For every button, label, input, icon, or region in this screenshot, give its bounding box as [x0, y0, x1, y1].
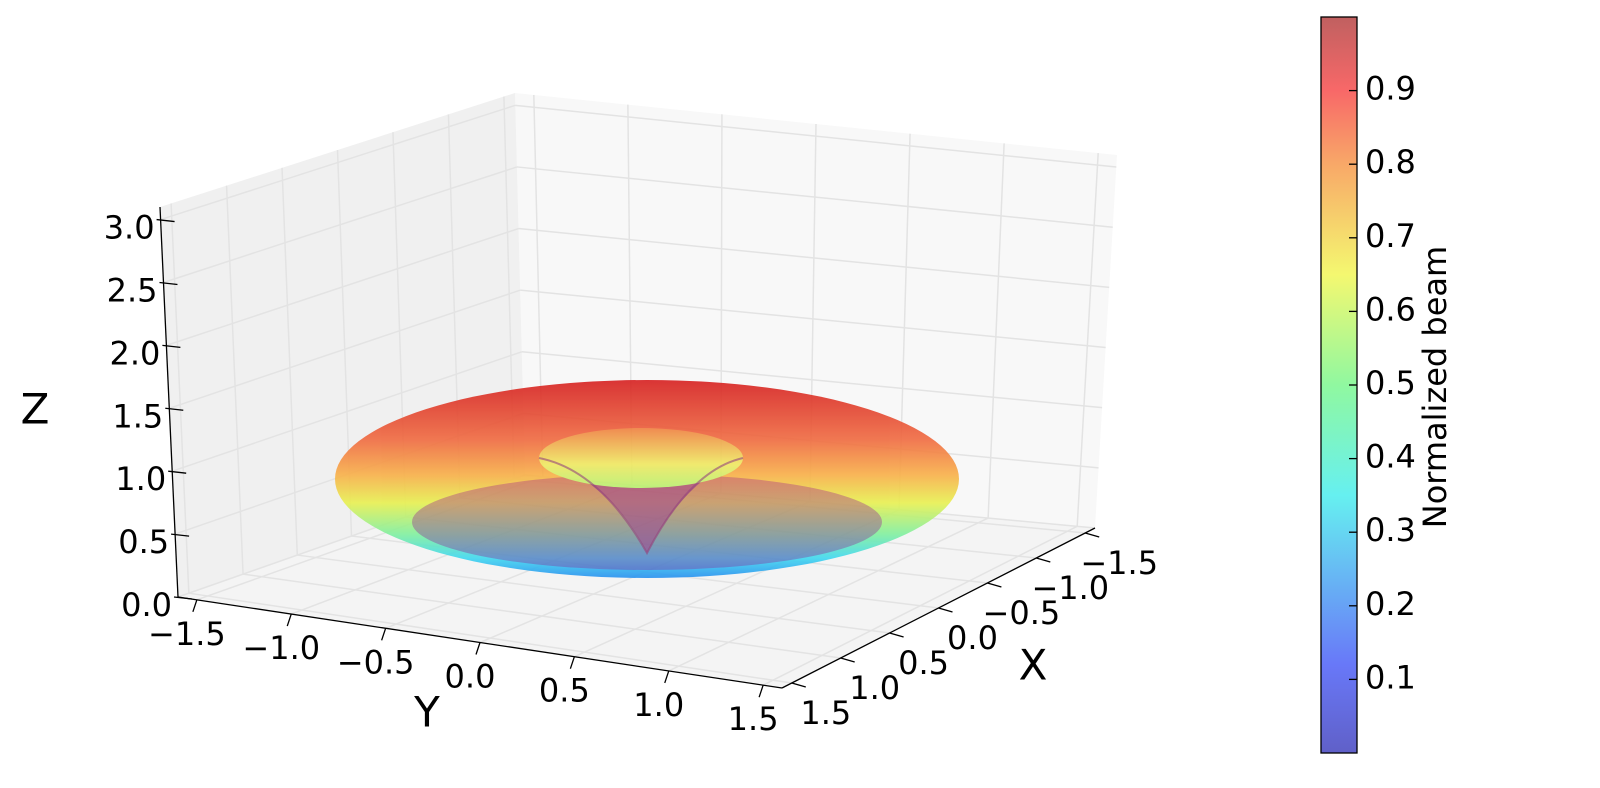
- y-tick-label: 1.0: [633, 686, 684, 724]
- x-axis-label: X: [1019, 641, 1048, 690]
- x-tick-label: −1.5: [1080, 544, 1158, 582]
- grid-line: [163, 166, 518, 284]
- x-tick-label: 0.5: [898, 644, 949, 682]
- x-tick: [1036, 557, 1051, 563]
- y-tick: [664, 670, 670, 684]
- y-tick: [286, 613, 292, 627]
- colorbar: [1320, 16, 1358, 754]
- z-axis-label: Z: [21, 385, 50, 434]
- colorbar-tick-label: 0.7: [1365, 217, 1416, 255]
- z-axis-line: [159, 206, 179, 598]
- colorbar-tick-label: 0.4: [1365, 438, 1416, 476]
- grid-line: [521, 351, 1103, 409]
- x-tick: [791, 682, 806, 688]
- x-tick: [840, 657, 855, 663]
- z-tick: [168, 470, 187, 474]
- x-tick: [987, 582, 1002, 588]
- z-tick-label: 1.0: [115, 460, 166, 498]
- y-tick-label: 0.0: [445, 658, 496, 696]
- y-tick-label: 1.5: [728, 700, 779, 738]
- x-tick-label: −1.0: [1031, 569, 1109, 607]
- colorbar-tick-label: 0.5: [1365, 364, 1416, 402]
- z-tick: [159, 281, 178, 286]
- colorbar-tick-label: 0.2: [1365, 585, 1416, 623]
- y-tick: [192, 599, 198, 613]
- grid-line: [169, 289, 521, 410]
- colorbar-label: Normalized beam: [1416, 246, 1454, 528]
- surface: [335, 380, 959, 578]
- grid-line: [762, 525, 1078, 686]
- x-tick-label: −0.5: [983, 594, 1061, 632]
- x-tick: [1085, 532, 1100, 538]
- x-tick-label: 1.5: [800, 694, 851, 732]
- z-tick-label: 3.0: [104, 209, 155, 247]
- grid-line: [160, 104, 516, 221]
- grid-line: [166, 227, 519, 347]
- torus-hole: [539, 428, 743, 488]
- z-tick: [165, 407, 184, 411]
- z-tick-label: 2.5: [107, 271, 158, 309]
- colorbar-tick-label: 0.9: [1365, 70, 1416, 108]
- z-tick: [171, 533, 190, 537]
- grid-line: [515, 104, 1117, 168]
- colorbar-tick-label: 0.1: [1365, 658, 1416, 696]
- z-tick: [156, 218, 175, 223]
- x-tick: [938, 607, 953, 613]
- grid-line: [170, 203, 190, 594]
- x-axis-line: [781, 527, 1096, 689]
- y-tick-label: 0.5: [539, 672, 590, 710]
- colorbar-tick-label: 0.3: [1365, 511, 1416, 549]
- y-tick: [475, 642, 481, 655]
- torus-cone-edge: [538, 457, 744, 556]
- grid-line: [1076, 153, 1099, 527]
- colorbar-tick-label: 0.6: [1365, 290, 1416, 328]
- x-tick: [889, 632, 904, 638]
- grid-line: [987, 143, 1005, 519]
- grid-line: [171, 351, 523, 472]
- grid-line: [225, 185, 244, 575]
- grid-line: [520, 289, 1106, 349]
- y-tick-label: −1.0: [242, 629, 320, 667]
- z-tick-label: 0.5: [118, 523, 169, 561]
- grid-line: [668, 517, 989, 672]
- z-tick-label: 2.0: [109, 334, 160, 372]
- grid-line: [516, 166, 1113, 228]
- grid-line: [281, 167, 299, 556]
- y-tick-label: −0.5: [337, 643, 415, 681]
- x-tick-label: 1.0: [849, 669, 900, 707]
- z-tick-label: 0.0: [121, 586, 172, 624]
- axes: −1.5−1.0−0.50.00.51.01.5−1.5 −1.0 −0.5 0.0 0…: [104, 206, 1158, 738]
- z-tick: [162, 344, 181, 349]
- grid-line: [518, 227, 1110, 289]
- y-tick: [569, 656, 575, 669]
- x-tick-label: 0.0: [947, 619, 998, 657]
- y-tick: [758, 684, 764, 698]
- y-axis-line: [177, 596, 783, 689]
- colorbar-tick-label: 0.8: [1365, 143, 1416, 181]
- y-tick: [381, 628, 387, 641]
- y-tick-label: −1.5: [148, 615, 226, 653]
- z-tick-label: 1.5: [112, 397, 163, 435]
- y-axis-label: Y: [413, 688, 440, 737]
